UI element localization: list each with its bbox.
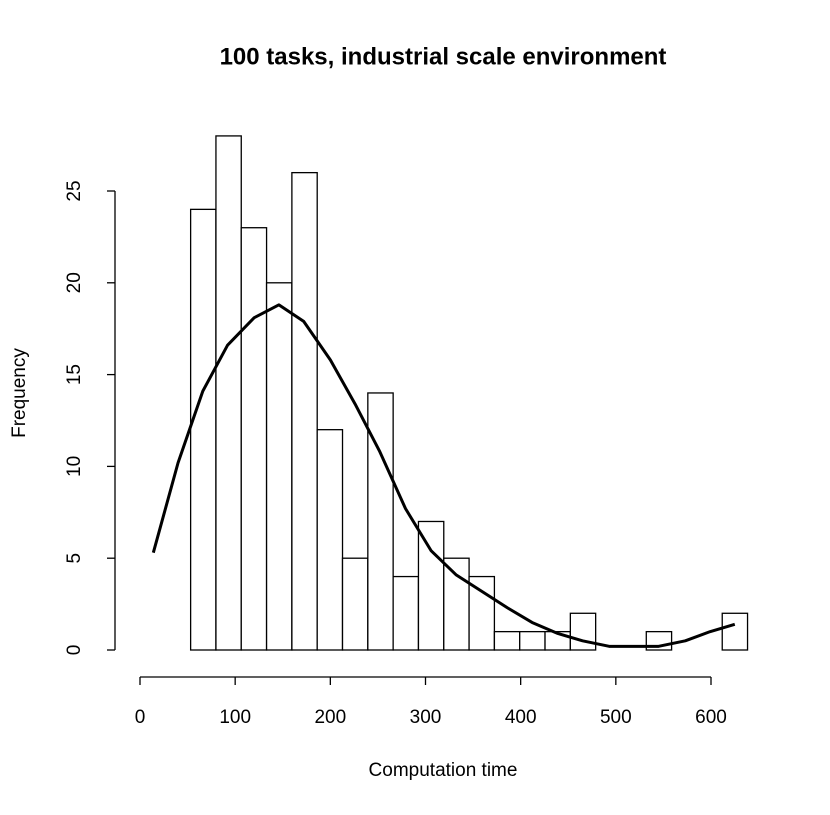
x-tick-label: 500 bbox=[600, 707, 632, 728]
x-tick-label: 0 bbox=[135, 707, 146, 728]
bar bbox=[392, 575, 420, 651]
bar bbox=[721, 612, 749, 651]
bar bbox=[240, 227, 268, 651]
y-tick-label: 5 bbox=[64, 553, 85, 564]
bar bbox=[519, 630, 546, 651]
bar bbox=[291, 171, 318, 651]
x-tick-label: 100 bbox=[219, 707, 251, 728]
bar bbox=[341, 557, 369, 651]
chart-title: 100 tasks, industrial scale environment bbox=[220, 43, 667, 70]
bar bbox=[316, 429, 344, 651]
bar bbox=[417, 520, 445, 651]
bar bbox=[443, 557, 470, 651]
bar bbox=[493, 630, 521, 651]
bar bbox=[189, 208, 217, 651]
bar bbox=[215, 135, 242, 651]
x-tick-label: 400 bbox=[505, 707, 537, 728]
bar bbox=[367, 392, 394, 651]
x-tick-label: 200 bbox=[314, 707, 346, 728]
x-tick-label: 600 bbox=[695, 707, 727, 728]
y-tick-label: 20 bbox=[64, 272, 85, 293]
density-curve bbox=[151, 303, 736, 648]
y-tick-label: 0 bbox=[64, 645, 85, 656]
y-axis-label: Frequency bbox=[9, 348, 30, 438]
x-tick-label: 300 bbox=[410, 707, 442, 728]
y-tick-label: 25 bbox=[64, 180, 85, 201]
y-tick-label: 15 bbox=[64, 364, 85, 385]
x-axis-label: Computation time bbox=[369, 760, 518, 781]
bar bbox=[468, 575, 496, 651]
bar bbox=[569, 612, 597, 651]
bar bbox=[265, 282, 293, 651]
y-tick-label: 10 bbox=[64, 456, 85, 477]
